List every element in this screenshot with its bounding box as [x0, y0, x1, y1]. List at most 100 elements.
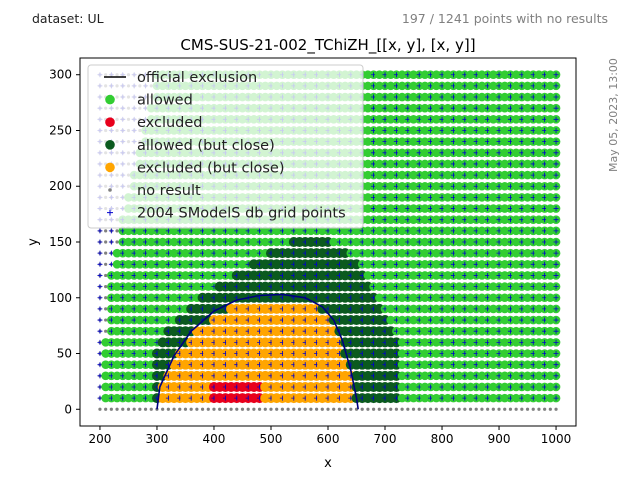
no-result-point: [332, 407, 336, 411]
no-result-point: [343, 407, 347, 411]
no-result-point: [451, 407, 456, 411]
no-result-point: [309, 407, 313, 411]
no-result-point: [486, 407, 490, 411]
no-result-point: [235, 407, 239, 411]
db-grid-point: [553, 172, 559, 178]
no-result-point: [143, 407, 148, 411]
x-axis-label: x: [324, 456, 332, 471]
db-grid-point: [97, 328, 103, 334]
db-grid-point: [553, 250, 559, 256]
db-grid-point: [553, 206, 559, 212]
x-tick-label: 900: [488, 432, 511, 446]
x-tick-label: 200: [89, 432, 112, 446]
no-result-point: [297, 407, 302, 411]
db-grid-point: [553, 395, 559, 401]
db-grid-point: [553, 217, 559, 223]
no-result-point: [480, 407, 484, 411]
no-result-point: [457, 407, 461, 411]
no-result-point: [411, 407, 416, 411]
no-result-point: [554, 407, 558, 411]
no-result-point: [212, 407, 216, 411]
no-result-point: [200, 407, 205, 411]
no-result-point: [520, 407, 524, 411]
no-result-point: [360, 407, 364, 411]
db-grid-point: [553, 328, 559, 334]
db-grid-point: [108, 228, 114, 234]
legend-label: excluded: [137, 115, 203, 131]
no-result-point: [257, 407, 262, 411]
legend-label: allowed: [137, 93, 193, 109]
no-result-point: [178, 407, 182, 411]
no-result-point: [292, 407, 296, 411]
legend: official exclusion allowed excluded allowed…: [87, 64, 364, 229]
db-grid-point: [553, 351, 559, 357]
no-result-point: [240, 407, 245, 411]
no-result-point: [326, 407, 330, 411]
no-result-point: [491, 407, 495, 411]
no-result-point: [132, 407, 136, 411]
no-result-point: [104, 296, 108, 300]
db-grid-point: [553, 228, 559, 234]
no-result-point: [104, 318, 108, 322]
db-grid-point: [97, 239, 103, 245]
db-grid-point: [97, 228, 103, 234]
no-result-point: [104, 262, 108, 266]
legend-dot-marker: [105, 94, 115, 105]
db-grid-point: [97, 317, 103, 323]
y-tick-label: 150: [49, 235, 72, 249]
x-tick-label: 800: [431, 432, 454, 446]
no-result-point: [206, 407, 210, 411]
no-result-point: [406, 407, 410, 411]
no-result-point: [423, 407, 427, 411]
no-result-point: [286, 407, 290, 411]
no-result-point: [400, 407, 404, 411]
no-result-point: [417, 407, 421, 411]
db-grid-point: [553, 183, 559, 189]
points-summary: 197 / 1241 points with no results: [401, 11, 608, 26]
db-grid-point: [553, 339, 559, 345]
no-result-point: [104, 307, 108, 311]
db-grid-point: [553, 194, 559, 200]
no-result-point: [503, 407, 507, 411]
no-result-point: [366, 407, 370, 411]
no-result-point: [246, 407, 250, 411]
no-result-point: [166, 407, 170, 411]
y-tick-label: 100: [49, 291, 72, 305]
db-grid-point: [553, 139, 559, 145]
db-grid-point: [553, 261, 559, 267]
official-exclusion-line: [156, 293, 359, 410]
y-axis-label: y: [26, 238, 41, 246]
no-result-point: [537, 407, 541, 411]
legend-plus-marker: [107, 209, 113, 216]
db-grid-point: [553, 384, 559, 390]
no-result-point: [383, 407, 387, 411]
db-grid-point: [553, 105, 559, 111]
no-result-point: [468, 407, 473, 411]
no-result-point: [394, 407, 399, 411]
no-result-point: [320, 407, 324, 411]
no-result-point: [138, 407, 142, 411]
no-result-point: [548, 407, 552, 411]
no-result-point: [189, 407, 193, 411]
legend-dot-marker: [105, 162, 115, 173]
y-tick-label: 0: [64, 402, 72, 416]
y-tick-label: 200: [49, 179, 72, 193]
db-grid-point: [108, 239, 114, 245]
x-tick-label: 600: [317, 432, 340, 446]
no-result-point: [497, 407, 501, 411]
db-grid-point: [553, 362, 559, 368]
no-result-point: [303, 407, 307, 411]
no-result-point: [109, 407, 113, 411]
no-result-point: [474, 407, 478, 411]
no-result-point: [389, 407, 393, 411]
no-result-point: [115, 240, 119, 244]
legend-label: official exclusion: [137, 70, 257, 86]
no-result-point: [121, 407, 125, 411]
no-result-point: [434, 407, 438, 411]
legend-dot-marker: [105, 117, 115, 127]
no-result-point: [104, 407, 108, 411]
no-result-point: [104, 240, 108, 244]
dataset-label: dataset: UL: [32, 11, 104, 26]
db-grid-point: [553, 306, 559, 312]
legend-label: no result: [137, 183, 201, 199]
